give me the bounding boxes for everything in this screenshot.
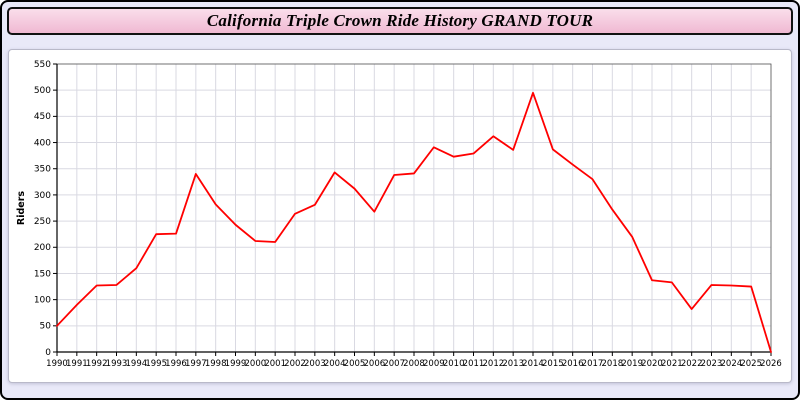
x-tick-label: 2016 (562, 359, 584, 369)
y-tick-label: 100 (34, 296, 51, 306)
x-tick-label: 2024 (721, 359, 743, 369)
chart-panel: 0 50 100 150 200 250 300 350 400 450 500 550 1990 199… (8, 49, 792, 383)
title-bar: California Triple Crown Ride History GRA… (7, 7, 793, 35)
y-tick-label: 500 (34, 86, 51, 96)
x-tick-label: 2017 (582, 359, 604, 369)
axis-labels: 0501001502002503003504004505005501990199… (16, 60, 782, 369)
y-tick-label: 400 (34, 138, 51, 148)
grid-lines (56, 63, 772, 353)
y-tick-label: 50 (40, 322, 52, 332)
x-tick-label: 1999 (225, 359, 247, 369)
x-tick-label: 2019 (621, 359, 643, 369)
x-tick-label: 1992 (86, 359, 108, 369)
x-tick-label: 2026 (760, 359, 782, 369)
y-tick-label: 300 (34, 191, 51, 201)
x-tick-label: 2021 (661, 359, 683, 369)
riders-line-series (56, 91, 772, 353)
x-tick-label: 2006 (364, 359, 386, 369)
x-tick-label: 2009 (423, 359, 445, 369)
x-tick-label: 2015 (542, 359, 564, 369)
x-tick-label: 2020 (641, 359, 663, 369)
y-tick-label: 450 (34, 112, 51, 122)
y-axis-title: Riders (16, 191, 27, 226)
x-tick-label: 1995 (145, 359, 167, 369)
x-tick-label: 2025 (740, 359, 762, 369)
x-tick-label: 1990 (46, 359, 68, 369)
x-tick-label: 2014 (522, 359, 544, 369)
y-tick-label: 550 (34, 60, 51, 70)
x-tick-label: 2012 (483, 359, 505, 369)
x-tick-label: 2011 (463, 359, 485, 369)
y-tick-label: 250 (34, 217, 51, 227)
x-tick-label: 2013 (502, 359, 524, 369)
x-tick-label: 1998 (205, 359, 227, 369)
x-tick-label: 1993 (106, 359, 128, 369)
y-tick-label: 0 (45, 348, 51, 358)
x-tick-label: 2002 (284, 359, 306, 369)
x-tick-label: 2018 (602, 359, 624, 369)
x-tick-label: 2003 (304, 359, 326, 369)
x-tick-label: 2001 (264, 359, 286, 369)
x-tick-label: 2022 (681, 359, 703, 369)
x-tick-label: 2007 (383, 359, 405, 369)
x-tick-label: 2004 (324, 359, 346, 369)
x-tick-label: 1996 (165, 359, 187, 369)
x-tick-label: 1997 (185, 359, 207, 369)
series (56, 91, 772, 353)
x-tick-label: 2008 (403, 359, 425, 369)
x-tick-label: 2023 (701, 359, 723, 369)
y-tick-label: 200 (34, 243, 51, 253)
x-tick-label: 1991 (66, 359, 88, 369)
x-tick-label: 2010 (443, 359, 465, 369)
ride-history-chart: 0501001502002503003504004505005501990199… (16, 60, 782, 369)
page-title: California Triple Crown Ride History GRA… (206, 11, 594, 30)
y-tick-label: 350 (34, 165, 51, 175)
x-tick-label: 2005 (344, 359, 366, 369)
x-tick-label: 2000 (245, 359, 267, 369)
y-tick-label: 150 (34, 269, 51, 279)
x-tick-label: 1994 (126, 359, 148, 369)
